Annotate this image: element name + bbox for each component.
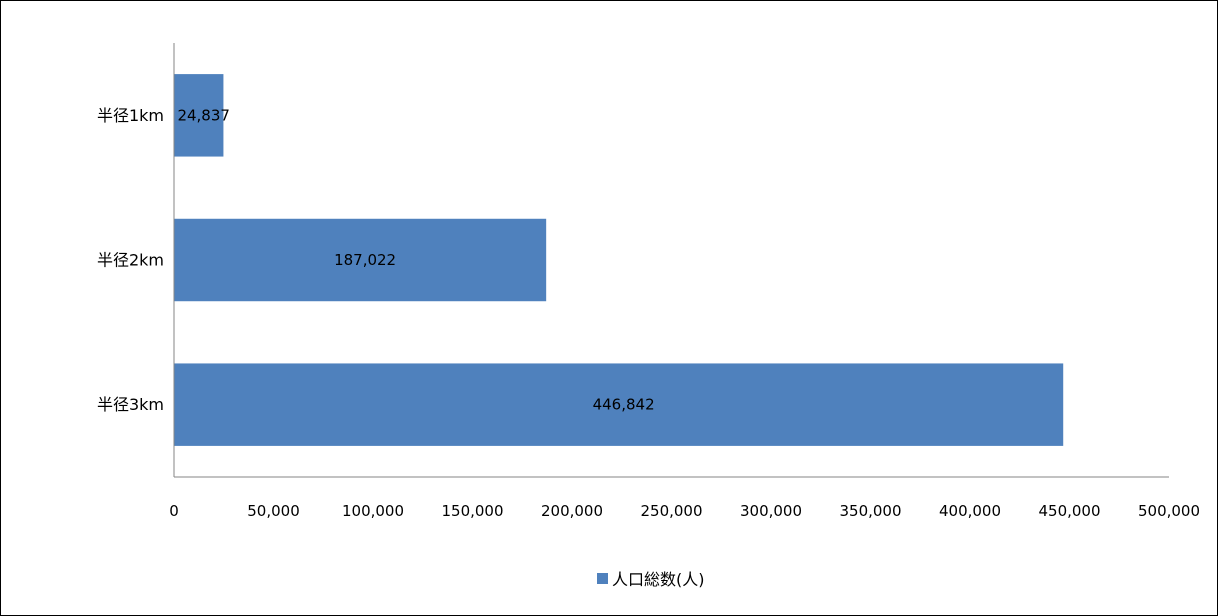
x-tick-label: 500,000 <box>1138 502 1200 520</box>
data-label: 187,022 <box>334 251 396 269</box>
x-tick-label: 100,000 <box>342 502 404 520</box>
axes-layer <box>173 43 1169 478</box>
bar-1 <box>174 74 224 157</box>
x-tick-labels: 0 50,000 100,000 150,000 200,000 250,000 300,0… <box>169 502 1200 520</box>
x-tick-label: 150,000 <box>441 502 503 520</box>
data-label: 24,837 <box>177 106 230 124</box>
x-tick-label: 0 <box>169 502 179 520</box>
bars-layer <box>174 74 1064 446</box>
legend-swatch <box>597 572 608 584</box>
x-tick-label: 400,000 <box>939 502 1001 520</box>
data-labels: 24,837 187,022 446,842 <box>177 106 654 413</box>
bar-2 <box>174 218 547 302</box>
category-label: 半径3km <box>97 395 164 414</box>
bar-3 <box>174 363 1064 446</box>
x-tick-label: 50,000 <box>247 502 300 520</box>
x-tick-label: 200,000 <box>541 502 603 520</box>
category-labels: 半径1km 半径2km 半径3km <box>97 106 164 414</box>
legend: 人口総数(人) <box>597 567 705 589</box>
x-tick-label: 350,000 <box>839 502 901 520</box>
x-tick-label: 250,000 <box>640 502 702 520</box>
data-label: 446,842 <box>593 396 655 414</box>
x-tick-label: 300,000 <box>740 502 802 520</box>
category-label: 半径1km <box>97 106 164 125</box>
x-tick-label: 450,000 <box>1038 502 1100 520</box>
legend-label: 人口総数(人) <box>612 570 705 589</box>
category-label: 半径2km <box>97 251 164 270</box>
